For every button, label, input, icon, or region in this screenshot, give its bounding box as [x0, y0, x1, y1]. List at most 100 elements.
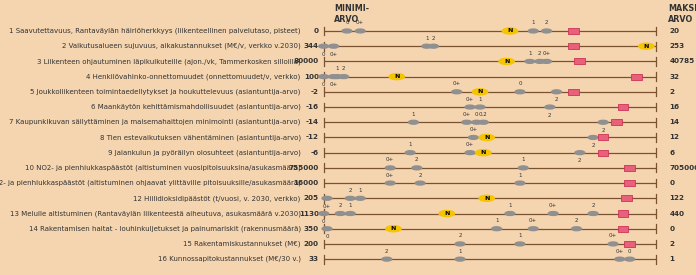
Text: 2: 2: [342, 66, 345, 71]
Text: -16: -16: [306, 104, 319, 110]
Circle shape: [519, 166, 528, 170]
Text: -14: -14: [306, 119, 319, 125]
Text: -12: -12: [306, 134, 319, 141]
Text: 0+: 0+: [386, 173, 395, 178]
Text: 1: 1: [409, 142, 412, 147]
Circle shape: [639, 43, 654, 49]
Text: 14: 14: [670, 119, 679, 125]
Text: 0: 0: [322, 219, 326, 224]
FancyBboxPatch shape: [611, 119, 622, 125]
Circle shape: [345, 196, 355, 200]
Text: 1: 1: [478, 97, 482, 101]
Circle shape: [319, 44, 329, 48]
Circle shape: [439, 210, 454, 216]
Circle shape: [552, 90, 562, 94]
Circle shape: [492, 227, 502, 231]
Text: N: N: [504, 59, 509, 64]
Circle shape: [386, 226, 401, 232]
FancyBboxPatch shape: [617, 104, 628, 110]
Circle shape: [479, 195, 494, 201]
Circle shape: [409, 120, 418, 124]
Text: 33: 33: [309, 256, 319, 262]
Circle shape: [588, 136, 598, 139]
Text: 2: 2: [578, 158, 582, 163]
Circle shape: [465, 151, 475, 155]
Circle shape: [535, 59, 545, 63]
FancyBboxPatch shape: [624, 241, 635, 247]
Circle shape: [319, 211, 329, 215]
Circle shape: [465, 105, 475, 109]
Text: 2: 2: [545, 20, 548, 26]
Text: 0+: 0+: [356, 20, 365, 26]
Circle shape: [412, 166, 422, 170]
Text: N: N: [444, 211, 450, 216]
Circle shape: [405, 151, 415, 155]
Text: 0+: 0+: [329, 52, 338, 57]
FancyBboxPatch shape: [631, 74, 642, 80]
Circle shape: [615, 257, 624, 261]
Text: 1: 1: [425, 36, 429, 41]
Text: 4 Henkilövahinko-onnettomuudet (onnettomuudet/v, verkko): 4 Henkilövahinko-onnettomuudet (onnettom…: [86, 73, 301, 80]
Text: N: N: [477, 89, 483, 94]
Text: 2: 2: [338, 203, 342, 208]
Text: 1: 1: [519, 173, 522, 178]
Text: 0+: 0+: [542, 51, 551, 56]
Text: 6 Maankäytön kehittämismahdollisuudet (asiantuntija-arvo): 6 Maankäytön kehittämismahdollisuudet (a…: [90, 104, 301, 110]
Circle shape: [345, 211, 355, 215]
Text: 12 Hiilidioksidipäästöt (t/vuosi, v. 2030, verkko): 12 Hiilidioksidipäästöt (t/vuosi, v. 203…: [134, 195, 301, 202]
Text: -6: -6: [310, 150, 319, 156]
FancyBboxPatch shape: [624, 165, 635, 171]
Circle shape: [528, 227, 538, 231]
Text: 0+: 0+: [452, 81, 461, 86]
Text: 205: 205: [303, 195, 319, 201]
Circle shape: [525, 59, 535, 63]
Text: 2: 2: [670, 89, 674, 95]
Circle shape: [389, 74, 404, 80]
Text: 40785: 40785: [670, 58, 695, 64]
Text: N: N: [644, 44, 649, 49]
Text: 2: 2: [458, 233, 461, 238]
Circle shape: [503, 28, 518, 34]
Text: 253: 253: [670, 43, 685, 49]
Text: 80000: 80000: [294, 58, 319, 64]
Text: 20: 20: [670, 28, 679, 34]
Text: 1: 1: [670, 256, 674, 262]
Text: 0: 0: [345, 20, 349, 26]
Text: N: N: [394, 74, 400, 79]
Text: 3 Liikenteen ohjautuminen läpikulkuteille (ajon./vk, Tammerkosken silloilla): 3 Liikenteen ohjautuminen läpikulkuteill…: [37, 58, 301, 65]
Circle shape: [332, 75, 342, 79]
Text: 0+: 0+: [463, 112, 470, 117]
Text: 6: 6: [670, 150, 674, 156]
Text: 1: 1: [508, 203, 512, 208]
Text: 2: 2: [548, 112, 552, 117]
Text: MINIMI-
ARVO: MINIMI- ARVO: [334, 4, 369, 24]
Circle shape: [505, 211, 515, 215]
Text: 0+: 0+: [615, 249, 624, 254]
Text: 440: 440: [670, 210, 685, 216]
Text: 0: 0: [628, 249, 631, 254]
Text: 0: 0: [475, 112, 478, 117]
Circle shape: [541, 29, 551, 33]
FancyBboxPatch shape: [621, 195, 632, 201]
Text: 2: 2: [592, 143, 595, 148]
Text: 1: 1: [412, 112, 416, 117]
Text: 755000: 755000: [289, 165, 319, 171]
Circle shape: [475, 105, 485, 109]
Text: 705000: 705000: [670, 165, 696, 171]
Circle shape: [515, 242, 525, 246]
Text: N: N: [391, 226, 396, 231]
Text: 350: 350: [303, 226, 319, 232]
Text: 1: 1: [458, 249, 461, 254]
Circle shape: [479, 134, 494, 141]
Text: N: N: [507, 29, 513, 34]
Text: 1: 1: [335, 66, 339, 71]
Circle shape: [571, 227, 581, 231]
Circle shape: [588, 211, 598, 215]
Text: 0: 0: [314, 28, 319, 34]
Text: 0: 0: [519, 81, 522, 86]
FancyBboxPatch shape: [617, 210, 628, 216]
FancyBboxPatch shape: [617, 226, 628, 232]
Text: 2: 2: [592, 203, 595, 208]
Circle shape: [335, 211, 345, 215]
Circle shape: [342, 29, 351, 33]
